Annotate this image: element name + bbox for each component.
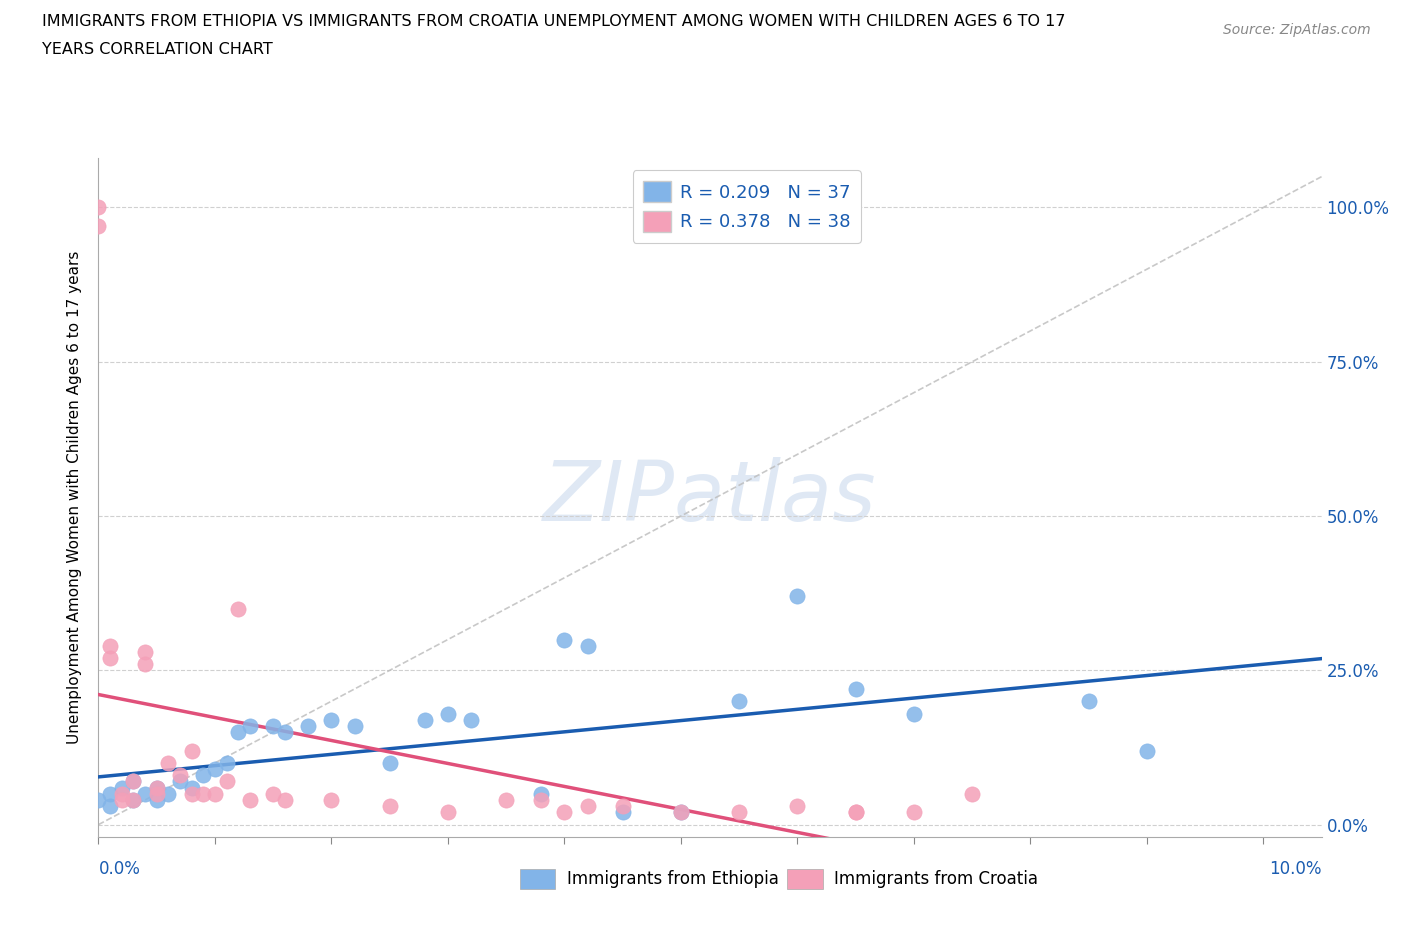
Text: IMMIGRANTS FROM ETHIOPIA VS IMMIGRANTS FROM CROATIA UNEMPLOYMENT AMONG WOMEN WIT: IMMIGRANTS FROM ETHIOPIA VS IMMIGRANTS F… (42, 14, 1066, 29)
Point (87, 219, 110, 233)
Point (274, 792, 297, 807)
Point (378, 755, 401, 770)
Point (226, 601, 249, 616)
Legend: R = 0.209   N = 37, R = 0.378   N = 38: R = 0.209 N = 37, R = 0.378 N = 38 (633, 170, 860, 243)
Point (204, 787, 226, 802)
Point (87, 792, 110, 807)
Point (669, 804, 692, 819)
Point (111, 787, 134, 802)
Point (460, 712, 482, 727)
Point (87, 200, 110, 215)
Point (321, 712, 343, 727)
Point (145, 780, 167, 795)
Point (786, 799, 808, 814)
Point (193, 787, 215, 802)
Text: 0.0%: 0.0% (98, 860, 141, 878)
Point (903, 706, 925, 721)
Point (437, 804, 460, 819)
Text: ZIPatlas: ZIPatlas (543, 457, 877, 538)
Point (157, 755, 180, 770)
Point (111, 780, 134, 795)
Point (321, 792, 343, 807)
Point (157, 787, 180, 802)
Point (98, 787, 121, 802)
Point (786, 589, 808, 604)
Point (413, 712, 436, 727)
Point (122, 792, 145, 807)
Point (145, 780, 167, 795)
Point (122, 774, 145, 789)
Text: Immigrants from Ethiopia: Immigrants from Ethiopia (567, 870, 779, 888)
Point (145, 787, 167, 802)
Point (612, 799, 634, 814)
Point (215, 774, 238, 789)
Point (262, 719, 284, 734)
Point (669, 804, 692, 819)
Point (845, 682, 868, 697)
Point (239, 719, 262, 734)
Point (204, 762, 226, 777)
Point (111, 792, 134, 807)
Point (297, 719, 319, 734)
Point (1136, 743, 1159, 758)
Point (122, 774, 145, 789)
Point (145, 792, 167, 807)
Text: 10.0%: 10.0% (1270, 860, 1322, 878)
FancyBboxPatch shape (787, 869, 823, 889)
FancyBboxPatch shape (520, 869, 555, 889)
Text: YEARS CORRELATION CHART: YEARS CORRELATION CHART (42, 42, 273, 57)
Point (437, 706, 460, 721)
Point (180, 787, 202, 802)
Point (134, 644, 156, 659)
Point (728, 804, 751, 819)
Point (262, 787, 284, 802)
Point (180, 743, 202, 758)
Point (530, 792, 553, 807)
Point (612, 804, 634, 819)
Point (169, 774, 191, 789)
Point (530, 787, 553, 802)
Point (274, 724, 297, 739)
Point (378, 799, 401, 814)
Y-axis label: Unemployment Among Women with Children Ages 6 to 17 years: Unemployment Among Women with Children A… (67, 251, 83, 744)
Point (98, 799, 121, 814)
Point (98, 638, 121, 653)
Point (343, 719, 366, 734)
Point (169, 768, 191, 783)
Point (728, 694, 751, 709)
Point (495, 792, 517, 807)
Point (98, 651, 121, 666)
Point (122, 792, 145, 807)
Point (960, 787, 983, 802)
Point (845, 804, 868, 819)
Text: Source: ZipAtlas.com: Source: ZipAtlas.com (1223, 23, 1371, 37)
Point (180, 780, 202, 795)
Point (193, 768, 215, 783)
Point (903, 804, 925, 819)
Point (226, 724, 249, 739)
Point (553, 804, 575, 819)
Point (553, 632, 575, 647)
Point (239, 792, 262, 807)
Text: Immigrants from Croatia: Immigrants from Croatia (834, 870, 1038, 888)
Point (576, 799, 599, 814)
Point (845, 804, 868, 819)
Point (215, 755, 238, 770)
Point (134, 787, 156, 802)
Point (576, 638, 599, 653)
Point (1077, 694, 1099, 709)
Point (134, 657, 156, 671)
